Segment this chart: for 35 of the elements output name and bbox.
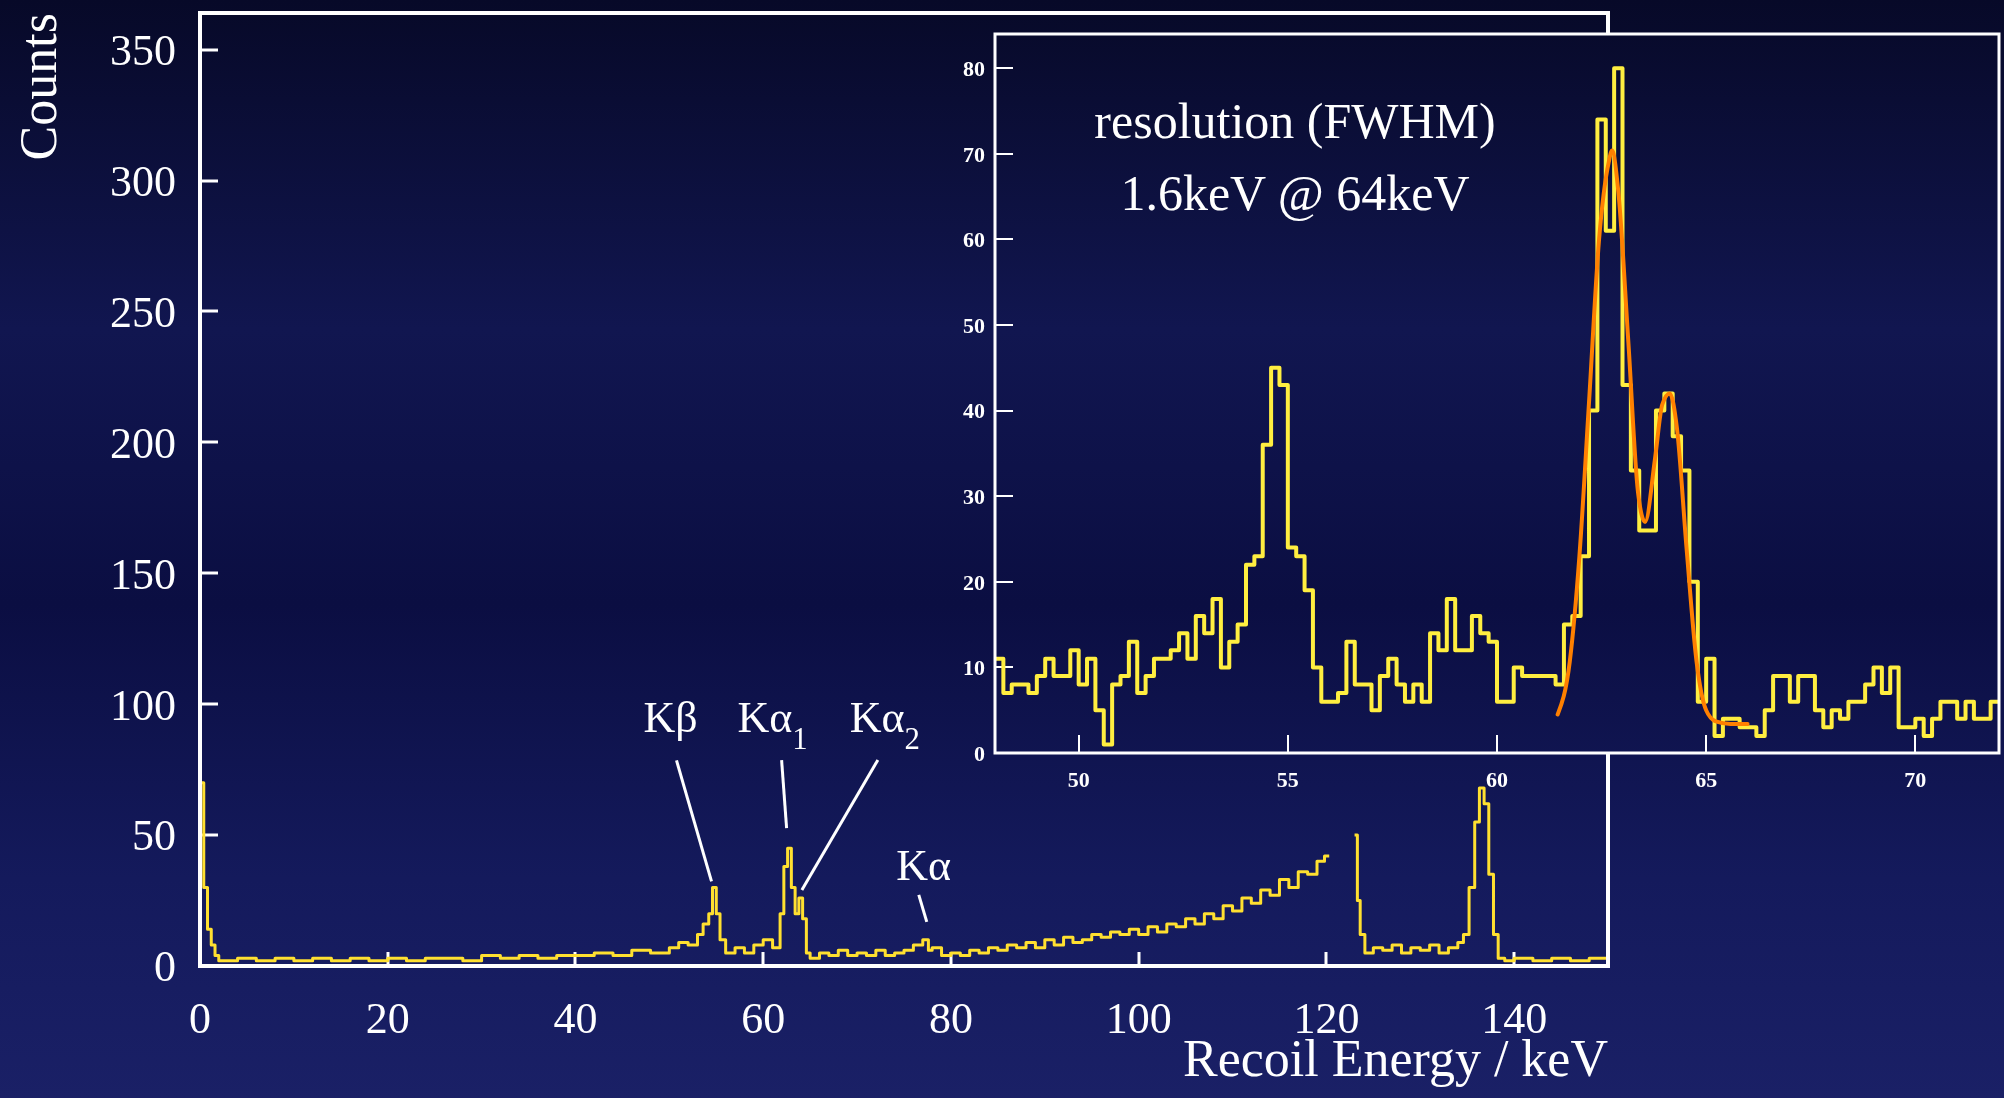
annotation: resolution (FWHM) — [1094, 93, 1496, 149]
y-tick-label: 10 — [963, 655, 985, 681]
x-tick-label: 65 — [1695, 766, 1718, 792]
y-tick-label: 50 — [132, 811, 176, 861]
y-tick-label: 300 — [110, 156, 176, 206]
y-tick-label: 0 — [974, 740, 985, 766]
y-tick-label: 40 — [963, 398, 985, 424]
y-tick-label: 250 — [110, 287, 176, 337]
x-tick-label: 60 — [1486, 766, 1508, 792]
annotation: Kα$_{2}$ — [849, 692, 920, 756]
x-tick-label: 40 — [553, 994, 598, 1044]
y-tick-label: 100 — [110, 680, 176, 730]
y-tick-label: 150 — [110, 549, 176, 599]
annotation: Kα — [896, 840, 952, 890]
y-tick-label: 0 — [154, 942, 176, 992]
y-tick-label: 70 — [963, 141, 985, 167]
x-tick-label: 55 — [1276, 766, 1299, 792]
y-tick-label: 20 — [963, 569, 985, 595]
annotation: Kβ — [643, 693, 698, 743]
y-tick-label: 50 — [963, 312, 985, 338]
line-series — [1555, 148, 1750, 726]
x-tick-label: 100 — [1105, 994, 1172, 1044]
annotation: 1.6keV @ 64keV — [1120, 165, 1470, 221]
x-tick-label: 20 — [365, 994, 410, 1044]
x-tick-label: 50 — [1067, 766, 1090, 792]
y-axis-title: Counts — [10, 13, 67, 161]
y-tick-label: 80 — [963, 55, 985, 81]
y-tick-label: 350 — [110, 26, 176, 76]
x-tick-label: 0 — [189, 994, 211, 1044]
x-tick-label: 60 — [741, 994, 786, 1044]
y-tick-label: 200 — [110, 418, 176, 468]
y-tick-label: 60 — [963, 227, 985, 253]
y-tick-label: 30 — [963, 483, 985, 509]
x-tick-label: 70 — [1904, 766, 1927, 792]
annotation: Kα$_{1}$ — [737, 693, 808, 757]
